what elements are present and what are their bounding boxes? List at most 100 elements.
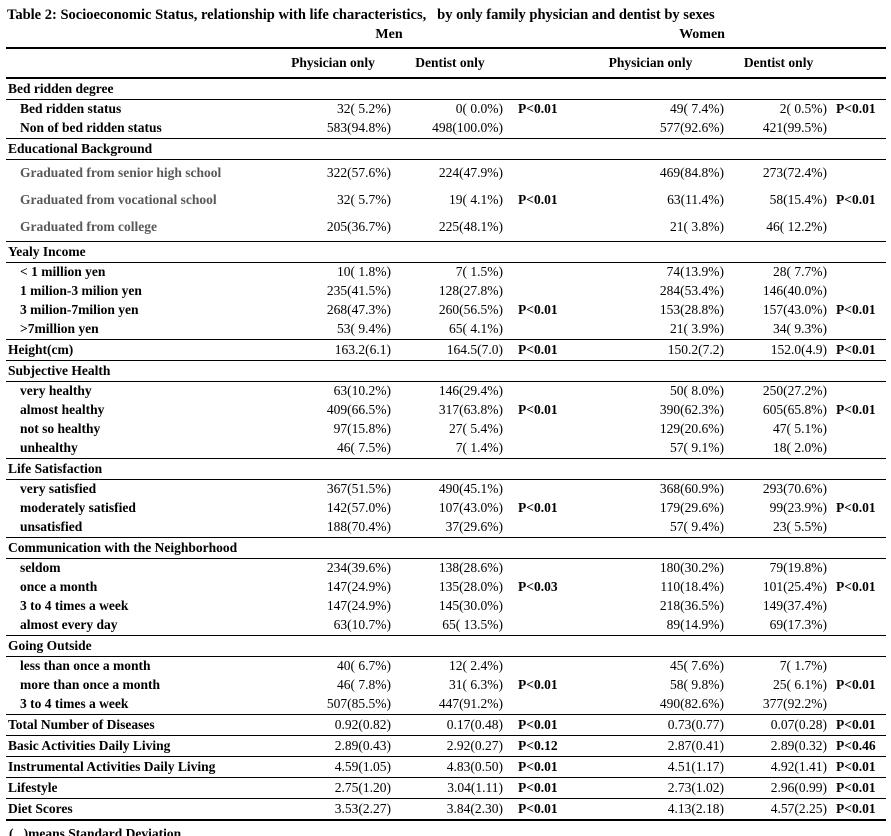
value-cell: 2( 0.5%) xyxy=(779,101,828,117)
column-header-row: Physician only Dentist only Physician on… xyxy=(6,47,887,79)
value-cell: 179(29.6%) xyxy=(659,500,724,516)
p-value-cell: P<0.01 xyxy=(506,338,574,361)
p-value-cell xyxy=(830,439,886,459)
table-row: not so healthy 97(15.8%) 27( 5.4%) 129(20.6… xyxy=(6,420,886,439)
value-cell: 142(57.0%) xyxy=(326,500,391,516)
p-value-cell xyxy=(506,439,574,459)
value-cell: 69(17.3%) xyxy=(769,617,828,633)
p-value-cell xyxy=(830,214,886,242)
table-row: less than once a month 40( 6.7%) 12( 2.4%)… xyxy=(6,656,886,676)
table-row: seldom 234(39.6%) 138(28.6%) 180(30.2%) 79(1… xyxy=(6,558,886,578)
value-cell: 0( 0.0%) xyxy=(455,101,503,117)
value-cell: 46( 7.8%) xyxy=(337,677,391,693)
empty-cell xyxy=(830,47,887,79)
p-value-cell: P<0.01 xyxy=(836,402,876,418)
p-value-cell: P<0.01 xyxy=(506,755,574,778)
value-cell: 63(10.2%) xyxy=(333,383,391,399)
value-cell: 507(85.5%) xyxy=(326,696,391,712)
row-label: more than once a month xyxy=(20,677,160,693)
section-label: Bed ridden degree xyxy=(6,77,887,100)
p-value-cell: P<0.01 xyxy=(836,677,876,693)
table-row: Basic Activities Daily Living 2.89(0.43) 2… xyxy=(6,734,887,757)
section-label: Educational Background xyxy=(6,137,887,160)
value-cell: 25( 6.1%) xyxy=(773,677,828,693)
p-value-cell: P<0.01 xyxy=(836,500,876,516)
p-value-cell: P<0.01 xyxy=(518,101,558,117)
p-value-cell xyxy=(830,597,886,616)
p-value-cell xyxy=(506,119,574,139)
row-label: Diet Scores xyxy=(6,797,272,821)
value-cell: 188(70.4%) xyxy=(326,519,391,535)
value-cell: 4.51(1.17) xyxy=(574,755,727,778)
row-label: not so healthy xyxy=(20,421,101,437)
p-value-cell: P<0.01 xyxy=(836,192,876,208)
value-cell: 32( 5.2%) xyxy=(337,101,391,117)
section-header-row: Life Satisfaction xyxy=(6,457,887,480)
value-cell: 157(43.0%) xyxy=(762,302,828,318)
value-cell: 4.83(0.50) xyxy=(394,755,506,778)
section-label: Life Satisfaction xyxy=(6,457,887,480)
value-cell: 7( 1.7%) xyxy=(779,658,828,674)
p-value-cell xyxy=(506,262,574,282)
value-cell: 218(36.5%) xyxy=(659,598,724,614)
table-row: very satisfied 367(51.5%) 490(45.1%) 368(60… xyxy=(6,479,886,499)
value-cell: 4.59(1.05) xyxy=(272,755,394,778)
table-row: 3 milion-7milion yen 268(47.3%) 260(56.5%)… xyxy=(6,301,886,320)
value-cell: 46( 12.2%) xyxy=(766,219,828,235)
row-label: seldom xyxy=(20,560,61,576)
p-value-cell xyxy=(506,420,574,439)
value-cell: 2.96(0.99) xyxy=(727,776,831,799)
col-header-women-dentist: Dentist only xyxy=(727,47,831,79)
p-value-cell: P<0.01 xyxy=(836,101,876,117)
value-cell: 50( 8.0%) xyxy=(670,383,724,399)
value-cell: 27( 5.4%) xyxy=(449,421,503,437)
value-cell: 605(65.8%) xyxy=(762,402,828,418)
value-cell: 293(70.6%) xyxy=(762,481,828,497)
empty-cell xyxy=(506,47,574,79)
p-value-cell: P<0.01 xyxy=(830,338,887,361)
table-row: almost every day 63(10.7%) 65( 13.5%) 89(14… xyxy=(6,616,886,636)
value-cell: 99(23.9%) xyxy=(769,500,828,516)
value-cell: 268(47.3%) xyxy=(326,302,391,318)
table-row: >7million yen 53( 9.4%) 65( 4.1%) 21( 3.9%)… xyxy=(6,320,886,340)
empty-cell xyxy=(506,25,574,46)
value-cell: 101(25.4%) xyxy=(762,579,828,595)
p-value-cell xyxy=(830,262,886,282)
table-row: Bed ridden status 32( 5.2%) 0( 0.0%) P<0.01… xyxy=(6,99,886,119)
row-label: moderately satisfied xyxy=(20,500,136,516)
table-row: unhealthy 46( 7.5%) 7( 1.4%) 57( 9.1%) 18( 2… xyxy=(6,439,886,459)
value-cell: 21( 3.9%) xyxy=(670,321,724,337)
value-cell: 0.92(0.82) xyxy=(272,713,394,736)
value-cell: 63(10.7%) xyxy=(333,617,391,633)
p-value-cell xyxy=(830,282,886,301)
row-label: Lifestyle xyxy=(6,776,272,799)
value-cell: 147(24.9%) xyxy=(326,579,391,595)
empty-corner-cell xyxy=(6,47,272,79)
value-cell: 2.75(1.20) xyxy=(272,776,394,799)
p-value-cell: P<0.01 xyxy=(506,776,574,799)
value-cell: 0.07(0.28) xyxy=(727,713,831,736)
value-cell: 164.5(7.0) xyxy=(394,338,506,361)
value-cell: 107(43.0%) xyxy=(438,500,503,516)
value-cell: 46( 7.5%) xyxy=(337,440,391,456)
p-value-cell: P<0.01 xyxy=(518,500,558,516)
value-cell: 273(72.4%) xyxy=(762,165,828,181)
section-label: Going Outside xyxy=(6,634,887,657)
p-value-cell xyxy=(830,616,886,636)
row-label: < 1 million yen xyxy=(20,264,106,280)
value-cell: 10( 1.8%) xyxy=(337,264,391,280)
value-cell: 40( 6.7%) xyxy=(337,658,391,674)
table-title: Table 2: Socioeconomic Status, relations… xyxy=(7,7,715,23)
section-header-row: Educational Background xyxy=(6,137,887,160)
value-cell: 149(37.4%) xyxy=(762,598,828,614)
value-cell: 234(39.6%) xyxy=(326,560,391,576)
p-value-cell xyxy=(506,656,574,676)
table-row: < 1 million yen 10( 1.8%) 7( 1.5%) 74(13.9%… xyxy=(6,262,886,282)
row-label: once a month xyxy=(20,579,98,595)
section-header-row: Subjective Health xyxy=(6,359,887,382)
p-value-cell: P<0.01 xyxy=(830,713,887,736)
value-cell: 2.73(1.02) xyxy=(574,776,727,799)
value-cell: 53( 9.4%) xyxy=(337,321,391,337)
p-value-cell: P<0.01 xyxy=(836,302,876,318)
value-cell: 205(36.7%) xyxy=(326,219,391,235)
